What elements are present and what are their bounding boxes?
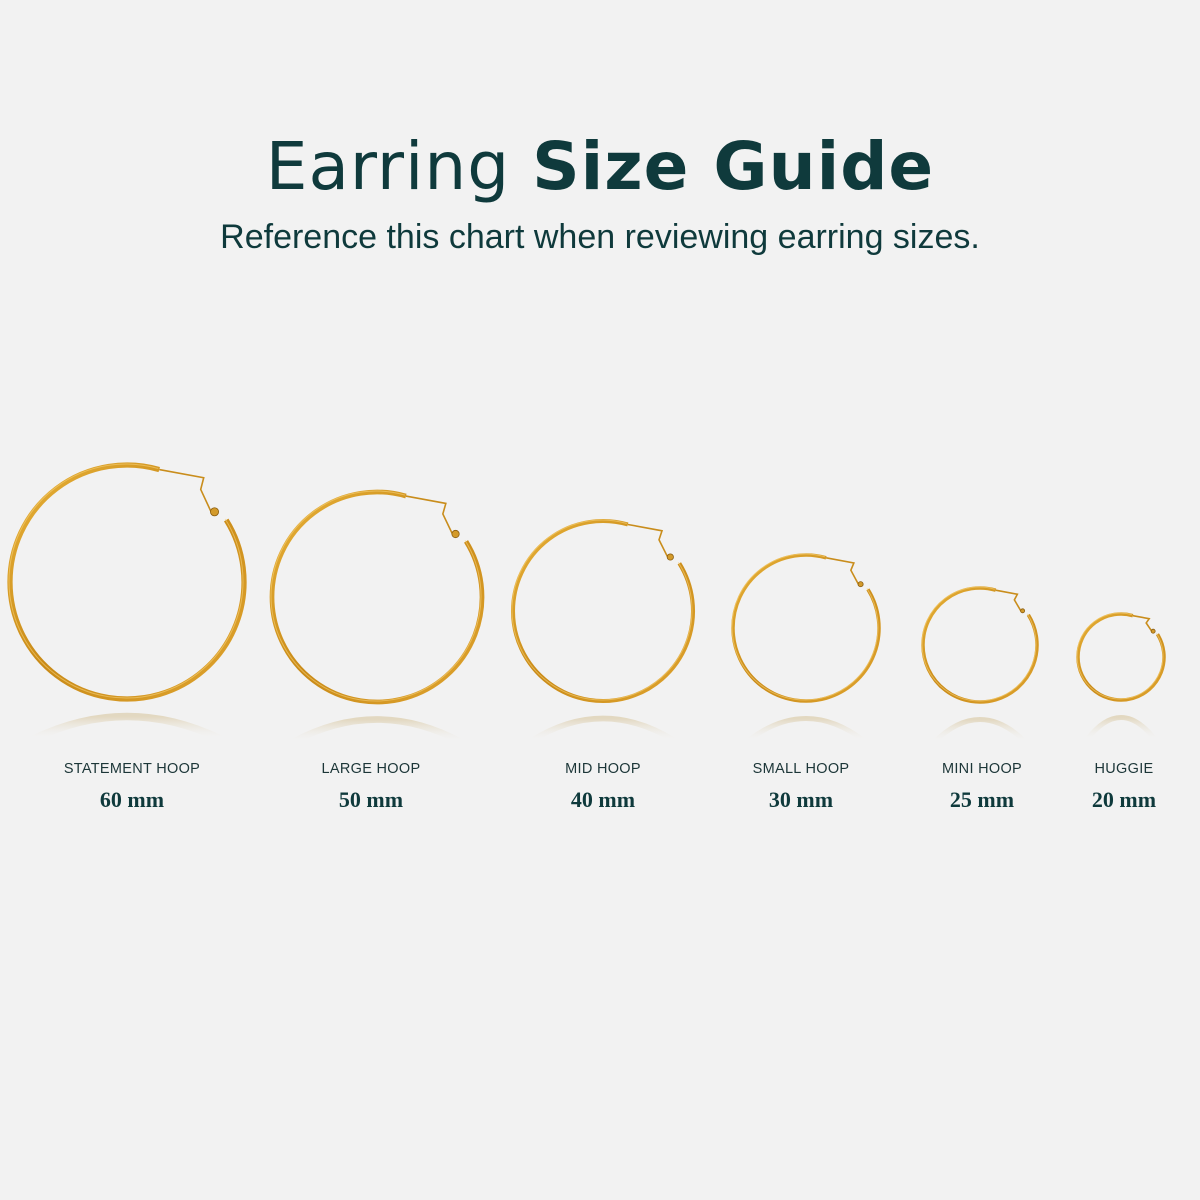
hoop-clasp-wire [627, 523, 670, 560]
hoop-earring [921, 586, 1039, 744]
hoop-highlight [731, 553, 879, 701]
hoop-clasp-hinge [451, 529, 460, 539]
hoop-reflection [291, 716, 463, 745]
hoop-reflection [529, 715, 677, 744]
hoop-highlight [8, 463, 244, 699]
hoop-clasp-hinge [210, 507, 220, 517]
hoop-clasp-wire [159, 468, 213, 515]
hoop-name-label: LARGE HOOP [321, 761, 421, 777]
hoop-clasp-wire [825, 557, 860, 587]
hoop-clasp-hinge [1020, 608, 1026, 614]
hoop-reflection [31, 712, 223, 743]
hoop-name-label: HUGGIE [1094, 761, 1154, 777]
hoop-clasp-wire [995, 589, 1023, 613]
hoop-name-label: STATEMENT HOOP [63, 761, 201, 777]
hoop-earring [269, 489, 485, 745]
hoop-earring [7, 462, 247, 743]
hoop-size-label: 60 mm [99, 787, 165, 812]
hoop-size-label: 30 mm [768, 787, 834, 812]
hoop-highlight [1076, 612, 1164, 700]
hoop-clasp-wire [1132, 614, 1153, 633]
page-subtitle: Reference this chart when reviewing earr… [220, 218, 980, 256]
hoop-reflection [746, 716, 866, 743]
hoop-name-label: MINI HOOP [941, 761, 1023, 777]
hoop-name-label: SMALL HOOP [752, 761, 850, 777]
page-title: Earring Size Guide [0, 128, 1200, 205]
hoop-earring [1076, 612, 1166, 742]
hoop-size-label: 50 mm [338, 787, 404, 812]
hoop-highlight [270, 490, 482, 702]
hoop-clasp-wire [405, 495, 455, 537]
hoop-name-label: MID HOOP [565, 761, 641, 777]
hoop-earring [731, 553, 881, 743]
hoop-reflection [932, 717, 1028, 744]
hoop-reflection [1084, 715, 1158, 742]
hoop-size-label: 20 mm [1091, 787, 1157, 812]
hoop-earring [511, 518, 695, 744]
hoop-clasp-hinge [1150, 628, 1156, 634]
hoop-clasp-hinge [666, 553, 674, 561]
hoop-highlight [511, 519, 693, 701]
hoop-highlight [921, 586, 1037, 702]
title-bold: Size Guide [532, 128, 935, 205]
hoop-size-label: 40 mm [570, 787, 636, 812]
hoop-size-label: 25 mm [949, 787, 1015, 812]
hoop-ring [921, 586, 1039, 704]
hoop-ring [731, 553, 881, 703]
hoop-clasp-hinge [857, 581, 864, 588]
title-light: Earring [265, 128, 511, 205]
